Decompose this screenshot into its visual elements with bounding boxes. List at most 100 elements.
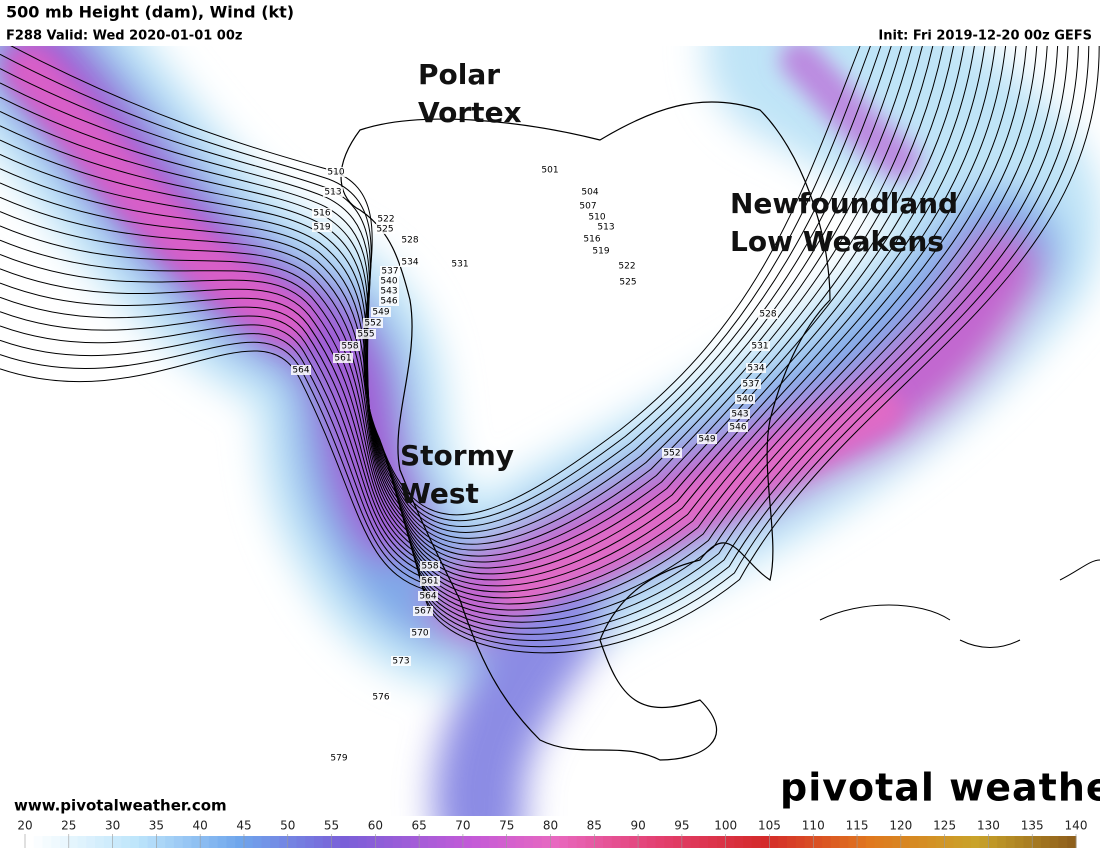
colorbar-cell	[997, 836, 1007, 848]
contour-label: 567	[414, 607, 431, 617]
colorbar-cell	[357, 836, 368, 848]
colorbar-cell	[200, 836, 210, 848]
annotation: West	[400, 477, 479, 510]
colorbar-cell	[559, 836, 569, 848]
colorbar-cell	[664, 836, 674, 848]
contour-label: 531	[751, 342, 768, 352]
colorbar-cell	[130, 836, 140, 848]
contour-line	[0, 46, 923, 551]
coastline	[340, 101, 831, 761]
label-backdrop	[758, 309, 778, 319]
colorbar-tick-label: 120	[889, 819, 912, 833]
colorbar-tick-label: 80	[543, 819, 558, 833]
colorbar-tick-label: 70	[455, 819, 470, 833]
contour-label: 510	[588, 213, 605, 223]
label-backdrop	[375, 224, 395, 234]
contour-label: 510	[327, 168, 344, 178]
contour-label: 570	[411, 629, 428, 639]
contour-label: 552	[364, 319, 381, 329]
colorbar-cell	[138, 836, 149, 848]
colorbar-cell	[51, 836, 61, 848]
colorbar-cell	[165, 836, 175, 848]
colorbar-cell	[296, 836, 306, 848]
contour-line	[10, 46, 861, 516]
colorbar-cell	[532, 836, 543, 848]
colorbar-tick-label: 30	[105, 819, 120, 833]
contour-label: 534	[401, 258, 418, 268]
contour-label: 561	[334, 354, 351, 364]
colorbar-cell	[349, 836, 359, 848]
contour-line	[0, 46, 1069, 635]
colorbar-cell	[743, 836, 753, 848]
contour-line	[0, 46, 1007, 599]
contour-line	[0, 46, 1059, 629]
contour-label: 513	[597, 223, 614, 233]
contour-label: 537	[742, 380, 759, 390]
colorbar-cell	[68, 836, 79, 848]
colorbar-cell	[261, 836, 271, 848]
colorbar-tick-label: 130	[977, 819, 1000, 833]
contour-label: 543	[380, 287, 397, 297]
colorbar-cell	[427, 836, 438, 848]
colorbar-cell	[725, 836, 735, 848]
contour-line	[0, 46, 944, 563]
colorbar-cell	[699, 836, 709, 848]
colorbar-tick-label: 110	[802, 819, 825, 833]
label-backdrop	[291, 365, 311, 375]
colorbar-cell	[760, 836, 770, 848]
label-backdrop	[420, 561, 440, 571]
label-backdrop	[312, 208, 332, 218]
contour-label: 579	[330, 754, 347, 764]
contour-line	[0, 46, 913, 545]
contour-label: 546	[380, 297, 397, 307]
label-backdrop	[596, 222, 616, 232]
label-backdrop	[580, 187, 600, 197]
contour-label: 537	[381, 267, 398, 277]
colorbar-cell	[804, 836, 814, 848]
colorbar-cell	[1023, 836, 1033, 848]
label-backdrop	[618, 277, 638, 287]
colorbar-cell	[489, 836, 499, 848]
label-backdrop	[587, 212, 607, 222]
contour-label: 576	[372, 693, 389, 703]
contour-label: 531	[451, 260, 468, 270]
colorbar-cell	[182, 836, 192, 848]
colorbar-cell	[611, 836, 622, 848]
colorbar-tick-label: 135	[1021, 819, 1044, 833]
colorbar-cell	[1058, 836, 1068, 848]
colorbar-cell	[278, 836, 289, 848]
colorbar-cell	[515, 836, 525, 848]
annotation: Low Weakens	[730, 225, 944, 258]
colorbar-cell	[988, 836, 998, 848]
colorbar-cell	[33, 836, 44, 848]
label-backdrop	[379, 296, 399, 306]
label-backdrop	[376, 214, 396, 224]
contour-line	[0, 46, 882, 528]
colorbar-cell	[77, 836, 87, 848]
contour-label: 522	[618, 262, 635, 272]
contour-label: 528	[401, 236, 418, 246]
colorbar-cell	[322, 836, 333, 848]
label-backdrop	[735, 394, 755, 404]
contour-line	[0, 46, 934, 557]
contour-label: 549	[698, 435, 715, 445]
contour-line	[0, 46, 986, 587]
colorbar-cell	[839, 836, 849, 848]
contour-line	[0, 46, 1100, 654]
colorbar-tick-label: 115	[846, 819, 869, 833]
contour-label: 564	[292, 366, 309, 376]
colorbar-cell	[1005, 836, 1016, 848]
label-backdrop	[323, 187, 343, 197]
colorbar-cell	[769, 836, 779, 848]
colorbar-cell	[217, 836, 227, 848]
colorbar-cell	[86, 836, 96, 848]
colorbar-cell	[243, 836, 254, 848]
colorbar-cell	[822, 836, 832, 848]
label-backdrop	[450, 259, 470, 269]
label-backdrop	[340, 341, 360, 351]
label-backdrop	[312, 222, 332, 232]
annotation: Stormy	[400, 439, 514, 472]
colorbar-tick-label: 45	[236, 819, 251, 833]
colorbar-cell	[445, 836, 455, 848]
